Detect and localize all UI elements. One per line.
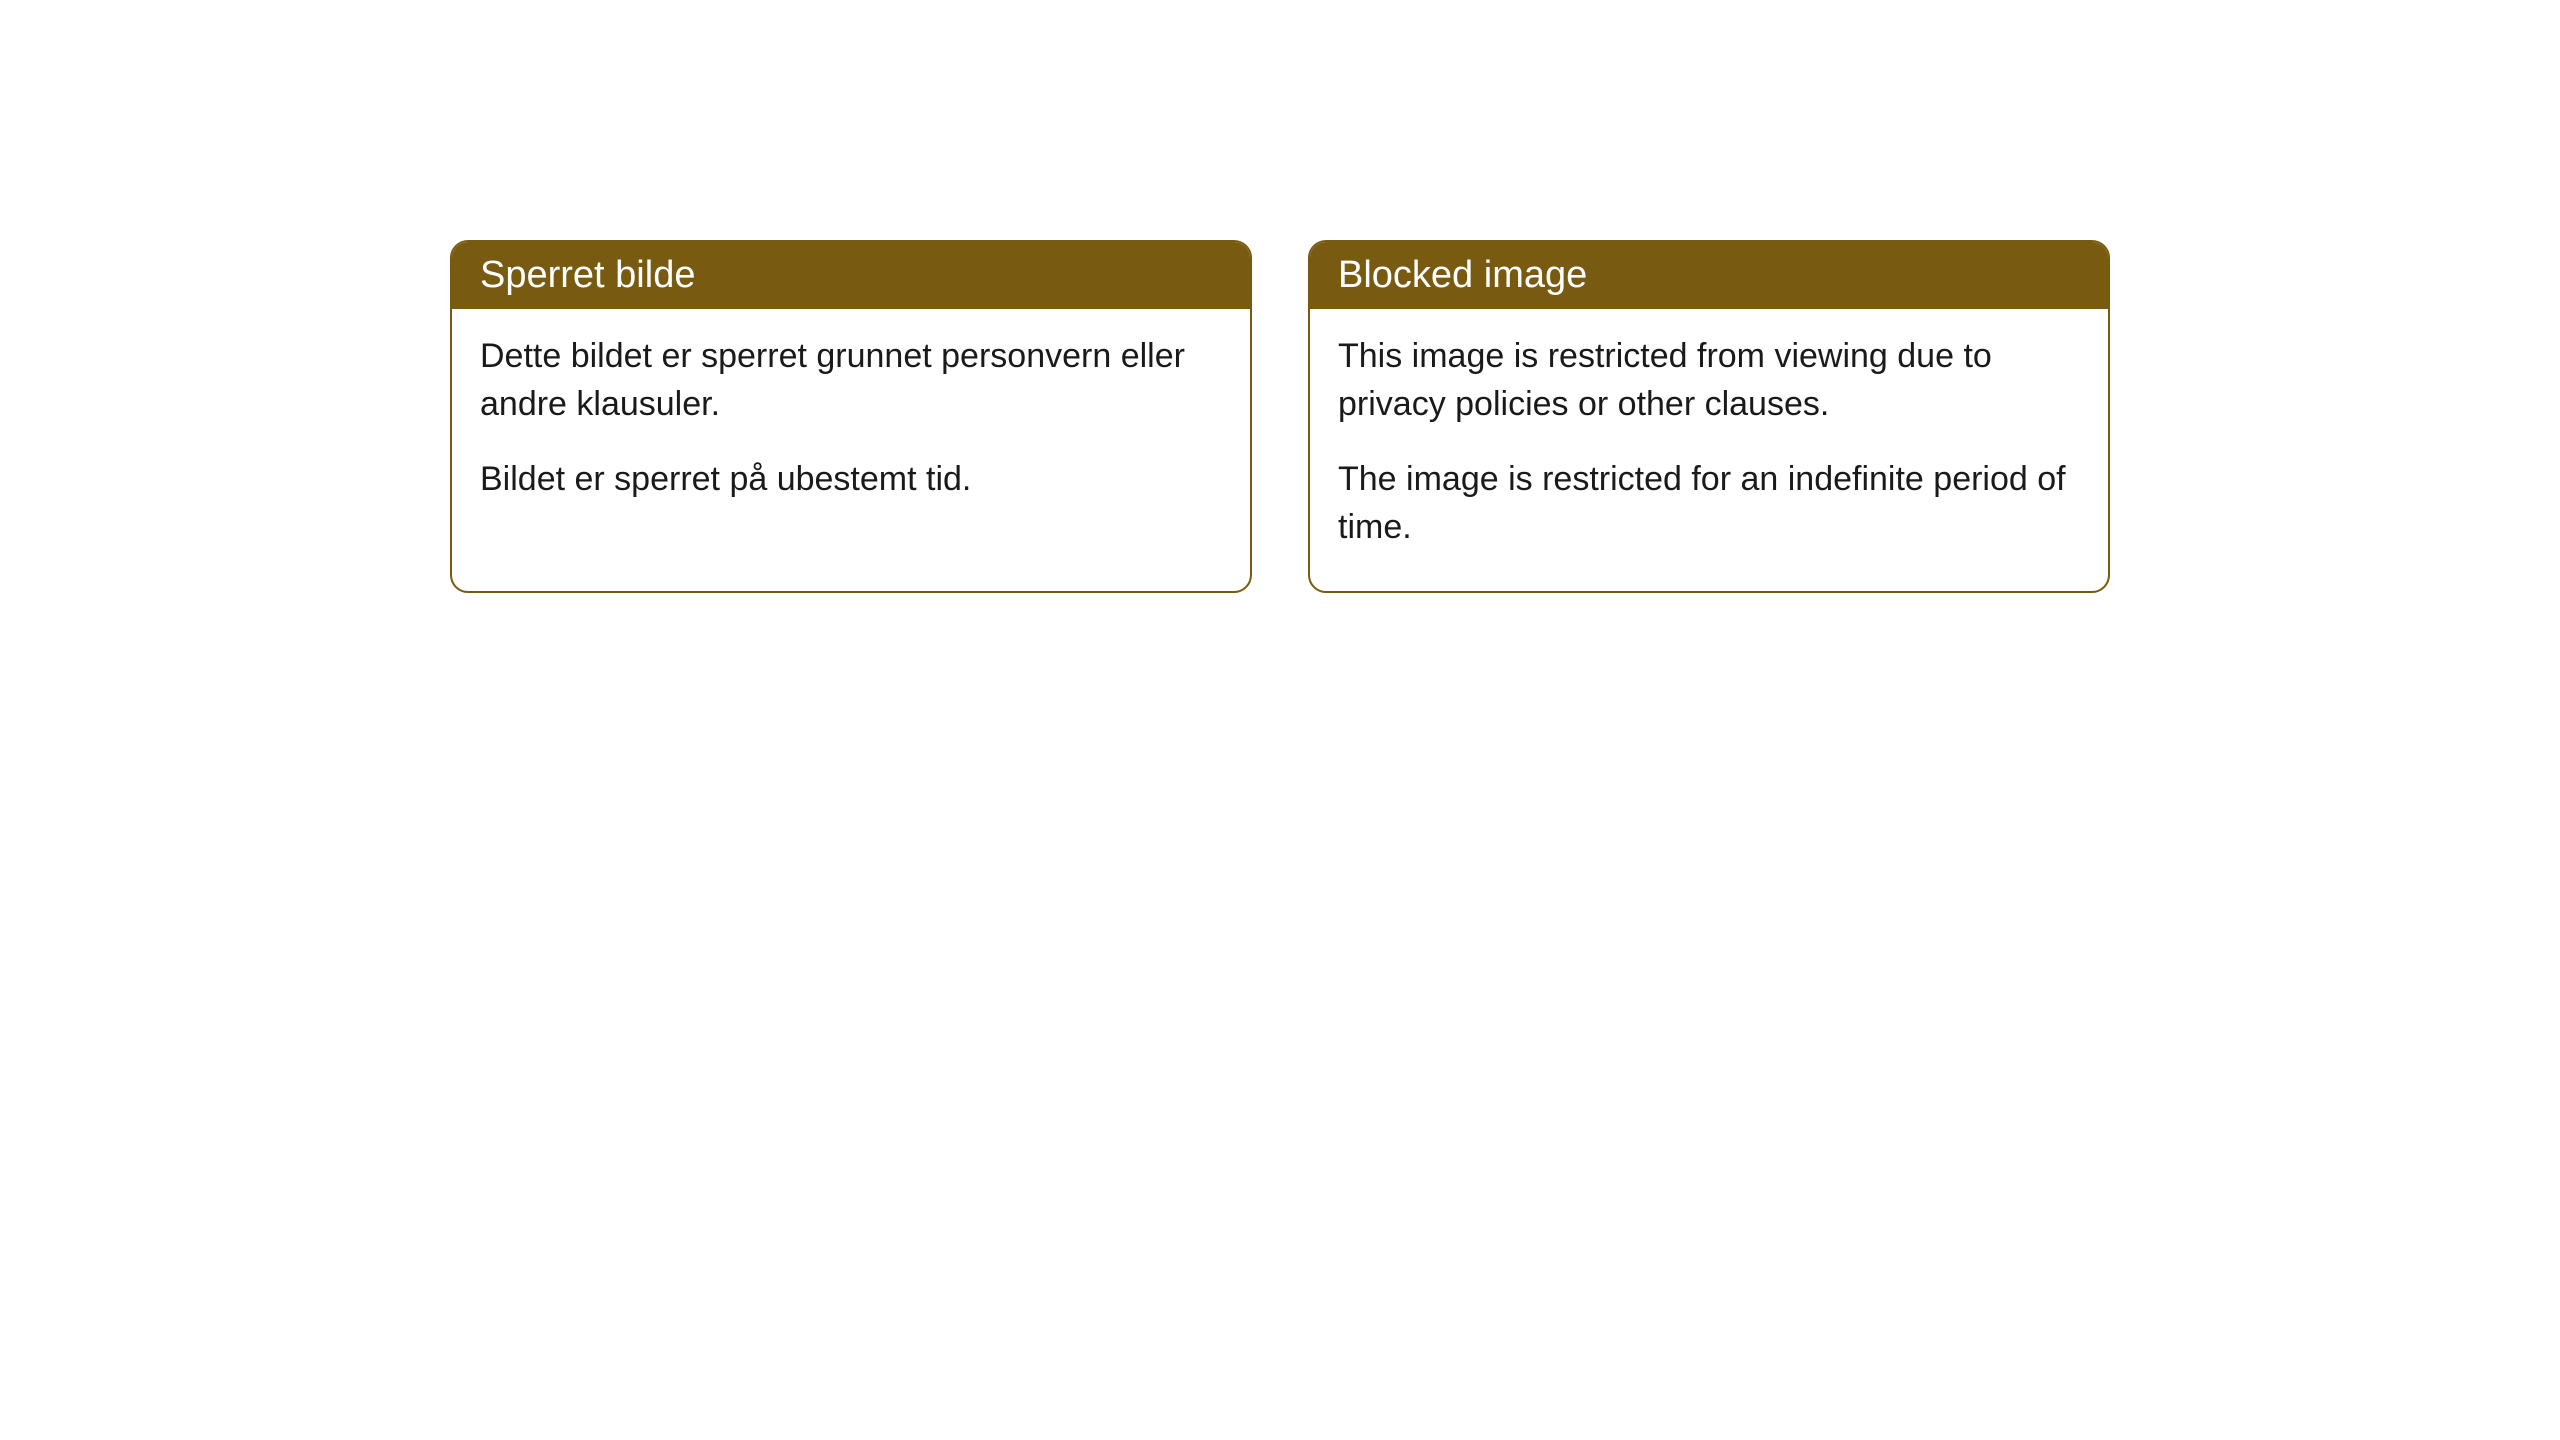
card-paragraph-1: This image is restricted from viewing du… — [1338, 333, 2080, 428]
card-body-norwegian: Dette bildet er sperret grunnet personve… — [452, 309, 1250, 544]
card-title: Sperret bilde — [480, 254, 695, 296]
blocked-image-card-norwegian: Sperret bilde Dette bildet er sperret gr… — [450, 240, 1252, 593]
card-header-english: Blocked image — [1310, 242, 2108, 309]
card-title: Blocked image — [1338, 254, 1587, 296]
card-paragraph-1: Dette bildet er sperret grunnet personve… — [480, 333, 1222, 428]
card-paragraph-2: Bildet er sperret på ubestemt tid. — [480, 456, 1222, 504]
card-header-norwegian: Sperret bilde — [452, 242, 1250, 309]
card-paragraph-2: The image is restricted for an indefinit… — [1338, 456, 2080, 551]
blocked-image-card-english: Blocked image This image is restricted f… — [1308, 240, 2110, 593]
card-body-english: This image is restricted from viewing du… — [1310, 309, 2108, 591]
cards-container: Sperret bilde Dette bildet er sperret gr… — [450, 240, 2110, 593]
